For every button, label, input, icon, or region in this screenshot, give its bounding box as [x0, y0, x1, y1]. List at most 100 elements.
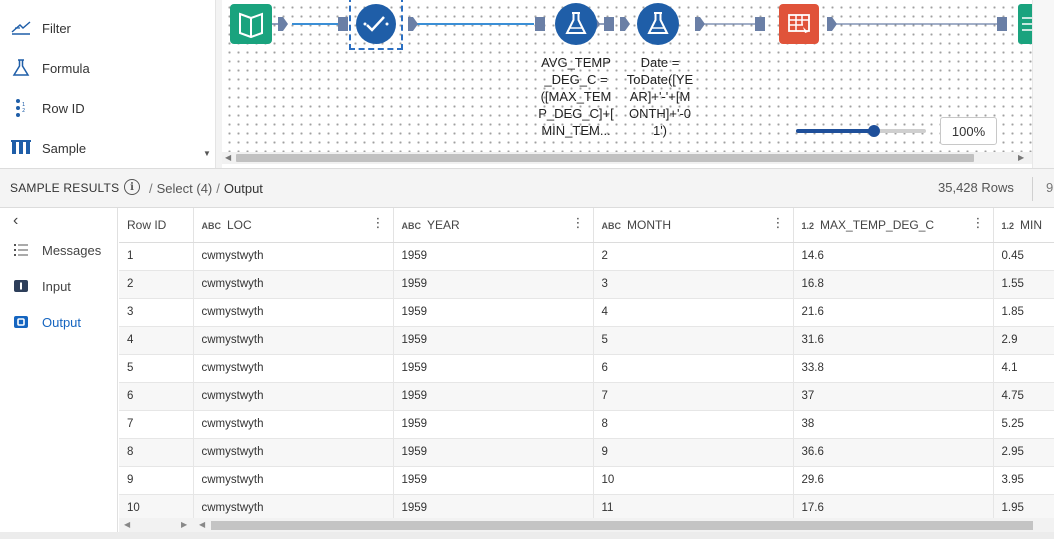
table-row[interactable]: 8 cwmystwyth 1959 9 36.6 2.95 — [119, 438, 1054, 467]
column-menu-icon[interactable]: ⋮ — [771, 215, 785, 230]
table-row[interactable]: 4 cwmystwyth 1959 5 31.6 2.9 — [119, 326, 1054, 355]
table-cell: cwmystwyth — [193, 438, 394, 467]
table-cell: 4.1 — [993, 354, 1054, 383]
info-icon[interactable]: i — [124, 179, 140, 195]
column-header[interactable]: 1.2 MAX_TEMP_DEG_C ⋮ — [793, 208, 994, 243]
palette-scroll-down-icon[interactable]: ▼ — [203, 149, 211, 158]
scrollbar-thumb[interactable] — [211, 521, 1033, 530]
table-tool[interactable] — [779, 4, 819, 44]
output-icon — [0, 316, 42, 328]
table-cell: 16.8 — [793, 270, 994, 299]
column-header[interactable]: ABC LOC ⋮ — [193, 208, 394, 243]
table-cell: cwmystwyth — [193, 354, 394, 383]
splitter[interactable] — [216, 0, 222, 168]
table-cell: cwmystwyth — [193, 242, 394, 271]
zoom-slider-thumb[interactable] — [868, 125, 880, 137]
palette-item-sample[interactable]: Sample — [0, 128, 200, 168]
scrollbar-thumb[interactable] — [236, 154, 974, 162]
label-line: P_DEG_C]+[ — [538, 106, 614, 121]
table-cell: 4.75 — [993, 382, 1054, 411]
table-cell: 29.6 — [793, 466, 994, 495]
column-name: YEAR — [427, 217, 460, 232]
filter-icon — [0, 18, 42, 38]
label-line: ToDate([YE — [626, 72, 694, 87]
table-cell: 1.85 — [993, 298, 1054, 327]
output-tool[interactable] — [1018, 4, 1032, 44]
breadcrumb-item[interactable]: Select (4) — [156, 181, 213, 196]
table-cell: 17.6 — [793, 494, 994, 518]
table-cell: 14.6 — [793, 242, 994, 271]
column-header[interactable]: ABC YEAR ⋮ — [393, 208, 594, 243]
scroll-right-icon[interactable]: ▶ — [1018, 153, 1025, 162]
label-line: AR]+'-'+[M — [629, 89, 691, 104]
table-row[interactable]: 10 cwmystwyth 1959 11 17.6 1.95 — [119, 494, 1054, 518]
table-cell: 1959 — [393, 298, 594, 327]
workflow-canvas[interactable]: AVG_TEMP _DEG_C = ([MAX_TEM P_DEG_C]+[ M… — [222, 0, 1032, 152]
table-cell: cwmystwyth — [193, 326, 394, 355]
breadcrumb-current: Output — [223, 181, 263, 196]
column-menu-icon[interactable]: ⋮ — [371, 215, 385, 230]
table-cell: 6 — [593, 354, 794, 383]
table-cell: 4 — [593, 298, 794, 327]
column-name: MAX_TEMP_DEG_C — [820, 217, 935, 232]
canvas-horizontal-scrollbar[interactable]: ◀ ▶ — [222, 152, 1032, 164]
select-tool[interactable] — [349, 0, 403, 50]
grid-header: Row ID ABC LOC ⋮ ABC YEAR ⋮ ABC MONTH ⋮ 1.2 MAX_TEM… — [119, 208, 1054, 243]
column-menu-icon[interactable]: ⋮ — [571, 215, 585, 230]
column-header[interactable]: Row ID — [119, 208, 194, 243]
input-data-tool[interactable] — [230, 4, 272, 44]
nav-item-label: Output — [42, 314, 82, 330]
column-header[interactable]: 1.2 MIN — [993, 208, 1054, 243]
palette-item-formula[interactable]: Formula — [0, 48, 200, 88]
scroll-right-icon[interactable]: ▶ — [181, 520, 188, 529]
breadcrumb: / Select (4) / Output — [149, 181, 263, 196]
table-row[interactable]: 9 cwmystwyth 1959 10 29.6 3.95 — [119, 466, 1054, 495]
table-cell: 36.6 — [793, 438, 994, 467]
column-name: Row ID — [127, 217, 167, 232]
table-row[interactable]: 5 cwmystwyth 1959 6 33.8 4.1 — [119, 354, 1054, 383]
checkmark-icon — [356, 4, 396, 44]
collapse-chevron-icon[interactable]: ‹ — [13, 212, 19, 229]
table-cell: 10 — [593, 466, 794, 495]
results-grid: Row ID ABC LOC ⋮ ABC YEAR ⋮ ABC MONTH ⋮ 1.2 MAX_TEM… — [119, 208, 1054, 518]
table-row[interactable]: 2 cwmystwyth 1959 3 16.8 1.55 — [119, 270, 1054, 299]
table-row[interactable]: 1 cwmystwyth 1959 2 14.6 0.45 — [119, 242, 1054, 271]
grid-horizontal-scrollbar[interactable]: ◀ ▶ ◀ — [119, 518, 1054, 532]
table-cell: 1959 — [393, 354, 594, 383]
table-cell: 1.95 — [993, 494, 1054, 518]
table-row[interactable]: 3 cwmystwyth 1959 4 21.6 1.85 — [119, 298, 1054, 327]
row-id-cell: 8 — [119, 438, 194, 467]
table-cell: 31.6 — [793, 326, 994, 355]
table-cell: 0.45 — [993, 242, 1054, 271]
table-cell: 1959 — [393, 242, 594, 271]
formula-tool-avg-temp[interactable] — [554, 2, 598, 46]
formula-tool-date[interactable] — [636, 2, 680, 46]
column-menu-icon[interactable]: ⋮ — [971, 215, 985, 230]
scroll-left-icon[interactable]: ◀ — [225, 153, 232, 162]
palette-item-filter[interactable]: Filter — [0, 8, 200, 48]
table-row[interactable]: 6 cwmystwyth 1959 7 37 4.75 — [119, 382, 1054, 411]
zoom-level-input[interactable]: 100% — [940, 117, 997, 145]
scroll-left-icon[interactable]: ◀ — [124, 520, 131, 529]
svg-text:1: 1 — [22, 102, 25, 108]
zoom-control: 100% — [796, 117, 1010, 145]
nav-item-output[interactable]: Output — [0, 308, 118, 336]
table-cell: 1959 — [393, 410, 594, 439]
label-line: AVG_TEMP — [541, 55, 611, 70]
number-type-icon: 1.2 — [1001, 220, 1015, 231]
formula-date-label: Date = ToDate([YE AR]+'-'+[M ONTH]+'-0 1… — [614, 54, 706, 139]
table-cell: 8 — [593, 410, 794, 439]
column-name: LOC — [227, 217, 252, 232]
row-id-cell: 9 — [119, 466, 194, 495]
nav-item-messages[interactable]: Messages — [0, 236, 118, 264]
row-id-cell: 3 — [119, 298, 194, 327]
flask-icon — [555, 3, 597, 45]
table-row[interactable]: 7 cwmystwyth 1959 8 38 5.25 — [119, 410, 1054, 439]
scroll-left-icon[interactable]: ◀ — [199, 520, 206, 529]
column-header[interactable]: ABC MONTH ⋮ — [593, 208, 794, 243]
nav-item-label: Input — [42, 278, 71, 294]
nav-item-input[interactable]: Input — [0, 272, 118, 300]
